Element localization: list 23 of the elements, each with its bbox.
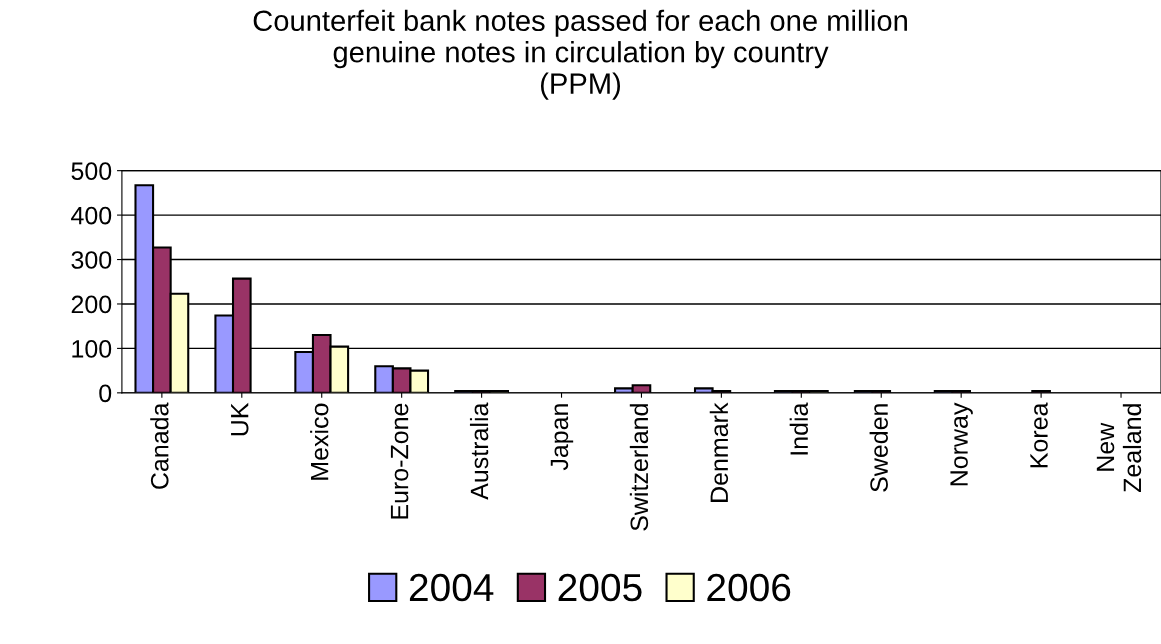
y-tick-label: 0: [99, 384, 112, 403]
x-tick-label: Sweden: [869, 404, 888, 492]
x-tick-label: Japan: [550, 404, 574, 471]
x-tick-label: Switzerland: [629, 404, 649, 531]
x-tick-label: Canada: [150, 402, 169, 489]
y-tick-label: 400: [71, 206, 112, 225]
x-tick-label: Australia: [469, 402, 489, 500]
x-tick-label: India: [789, 402, 809, 455]
y-tick-label: 200: [71, 295, 112, 314]
x-tick-label: Korea: [1030, 402, 1048, 468]
y-tick-label: 500: [71, 162, 112, 180]
chart-title: Counterfeit bank notes passed for each one million genuine notes in circulation by country (PPM): [253, 9, 907, 100]
legend-label: 2006: [707, 573, 791, 602]
x-tick-label: UK: [231, 402, 249, 436]
legend-label: 2004: [409, 573, 494, 602]
x-tick-label: Denmark: [709, 402, 729, 502]
y-tick-label: 100: [72, 340, 112, 358]
legend-label: 2005: [558, 573, 642, 602]
y-tick-label: 300: [71, 251, 112, 269]
x-tick-label: Norway: [950, 402, 973, 486]
x-tick-label: Euro-Zone: [390, 403, 409, 519]
x-tick-label: New Zealand: [1096, 404, 1142, 493]
x-tick-label: Mexico: [310, 403, 329, 480]
